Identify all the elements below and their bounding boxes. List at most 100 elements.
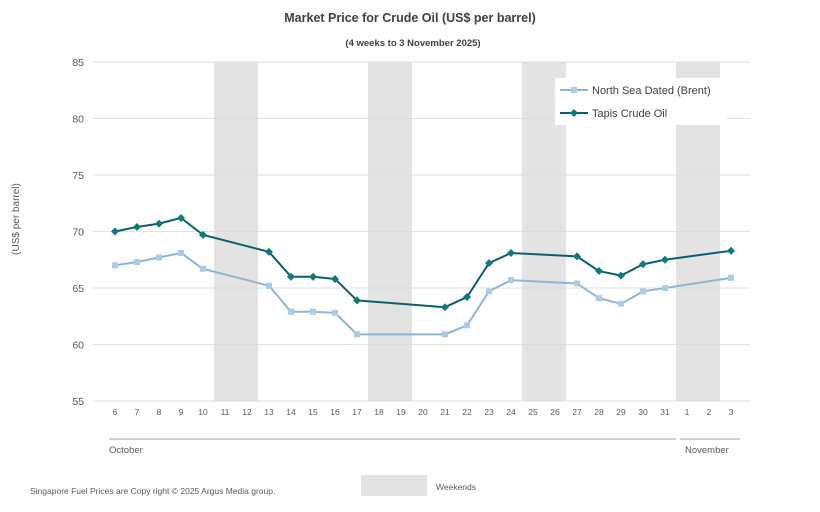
x-tick-label: 15 <box>308 407 318 417</box>
data-point <box>618 300 624 307</box>
data-point <box>574 280 580 287</box>
data-point <box>309 272 317 281</box>
data-point <box>463 293 471 302</box>
month-axis: October November <box>109 438 740 456</box>
data-point <box>177 213 185 222</box>
chart-subtitle: (4 weeks to 3 November 2025) <box>345 38 480 49</box>
x-axis: 6 7 8 9 10 11 12 13 14 15 16 17 18 19 20 21 22 23 24 25 26 27… <box>113 407 734 417</box>
data-point <box>111 227 119 236</box>
y-tick-label: 85 <box>72 57 84 69</box>
month-label: October <box>109 445 143 456</box>
x-tick-label: 26 <box>550 407 560 417</box>
x-tick-label: 1 <box>685 407 690 417</box>
data-point <box>156 254 162 261</box>
plot-area <box>111 213 735 338</box>
data-point <box>441 303 449 312</box>
data-point <box>134 259 140 266</box>
data-point <box>287 272 295 281</box>
data-point <box>508 277 514 284</box>
data-point <box>133 222 141 231</box>
x-tick-label: 11 <box>221 407 230 417</box>
data-point <box>178 249 184 256</box>
x-tick-label: 10 <box>198 407 208 417</box>
x-tick-label: 2 <box>707 407 712 417</box>
data-point <box>464 322 470 329</box>
weekends-legend-label: Weekends <box>436 482 476 492</box>
x-tick-label: 3 <box>729 407 734 417</box>
x-tick-label: 20 <box>418 407 428 417</box>
x-tick-label: 12 <box>242 407 252 417</box>
x-tick-label: 17 <box>352 407 362 417</box>
weekends-legend-swatch <box>361 475 427 496</box>
data-point <box>596 295 602 302</box>
data-point <box>200 265 206 272</box>
y-tick-label: 80 <box>72 114 84 126</box>
x-tick-label: 28 <box>594 407 604 417</box>
grid <box>93 61 750 402</box>
data-point <box>661 255 669 264</box>
chart-title: Market Price for Crude Oil (US$ per barr… <box>284 11 535 25</box>
legend-marker <box>570 109 578 117</box>
y-tick-label: 60 <box>72 340 84 352</box>
data-point <box>595 267 603 276</box>
data-point <box>353 296 361 305</box>
x-tick-label: 23 <box>484 407 494 417</box>
legend-box <box>555 78 727 125</box>
data-point <box>728 274 734 281</box>
x-tick-label: 29 <box>616 407 626 417</box>
legend-label: North Sea Dated (Brent) <box>592 85 711 97</box>
legend: North Sea Dated (Brent) Tapis Crude Oil <box>555 78 727 125</box>
data-point <box>266 282 272 289</box>
copyright-footer: Singapore Fuel Prices are Copy right © 2… <box>30 486 275 496</box>
series-line <box>114 216 732 309</box>
x-tick-label: 16 <box>330 407 340 417</box>
data-point <box>507 248 515 257</box>
x-tick-label: 18 <box>374 407 384 417</box>
x-tick-label: 6 <box>113 407 118 417</box>
data-point <box>288 308 294 315</box>
x-tick-label: 25 <box>528 407 538 417</box>
data-point <box>639 260 647 269</box>
data-point <box>640 288 646 295</box>
y-tick-label: 65 <box>72 283 84 295</box>
x-tick-label: 24 <box>506 407 516 417</box>
series-north-sea-dated-brent <box>112 249 734 338</box>
series-tapis-crude-oil <box>111 213 735 312</box>
legend-label: Tapis Crude Oil <box>592 108 667 120</box>
data-point <box>442 331 448 338</box>
data-point <box>331 274 339 283</box>
x-tick-label: 7 <box>135 407 140 417</box>
x-tick-label: 9 <box>179 407 184 417</box>
y-axis: 55 60 65 70 75 80 85 <box>72 57 84 408</box>
data-point <box>617 271 625 280</box>
legend-marker <box>571 87 577 93</box>
x-tick-label: 13 <box>264 407 274 417</box>
x-tick-label: 21 <box>440 407 450 417</box>
data-point <box>727 246 735 255</box>
y-tick-label: 70 <box>72 227 84 239</box>
data-point <box>486 288 492 295</box>
x-tick-label: 14 <box>286 407 296 417</box>
x-tick-label: 22 <box>462 407 472 417</box>
data-point <box>112 262 118 269</box>
month-label: November <box>685 445 729 456</box>
data-point <box>354 331 360 338</box>
data-point <box>310 308 316 315</box>
data-point <box>332 309 338 316</box>
x-tick-label: 8 <box>157 407 162 417</box>
data-point <box>265 247 273 256</box>
data-point <box>199 230 207 239</box>
series-line <box>114 251 732 336</box>
x-tick-label: 27 <box>572 407 582 417</box>
x-tick-label: 31 <box>660 407 670 417</box>
y-tick-label: 55 <box>72 396 84 408</box>
x-tick-label: 19 <box>396 407 406 417</box>
data-point <box>155 219 163 228</box>
data-point <box>485 259 493 268</box>
data-point <box>662 285 668 291</box>
y-tick-label: 75 <box>72 170 84 182</box>
x-tick-label: 30 <box>638 407 648 417</box>
data-point <box>573 252 581 261</box>
y-axis-label: (US$ per barrel) <box>11 183 22 255</box>
